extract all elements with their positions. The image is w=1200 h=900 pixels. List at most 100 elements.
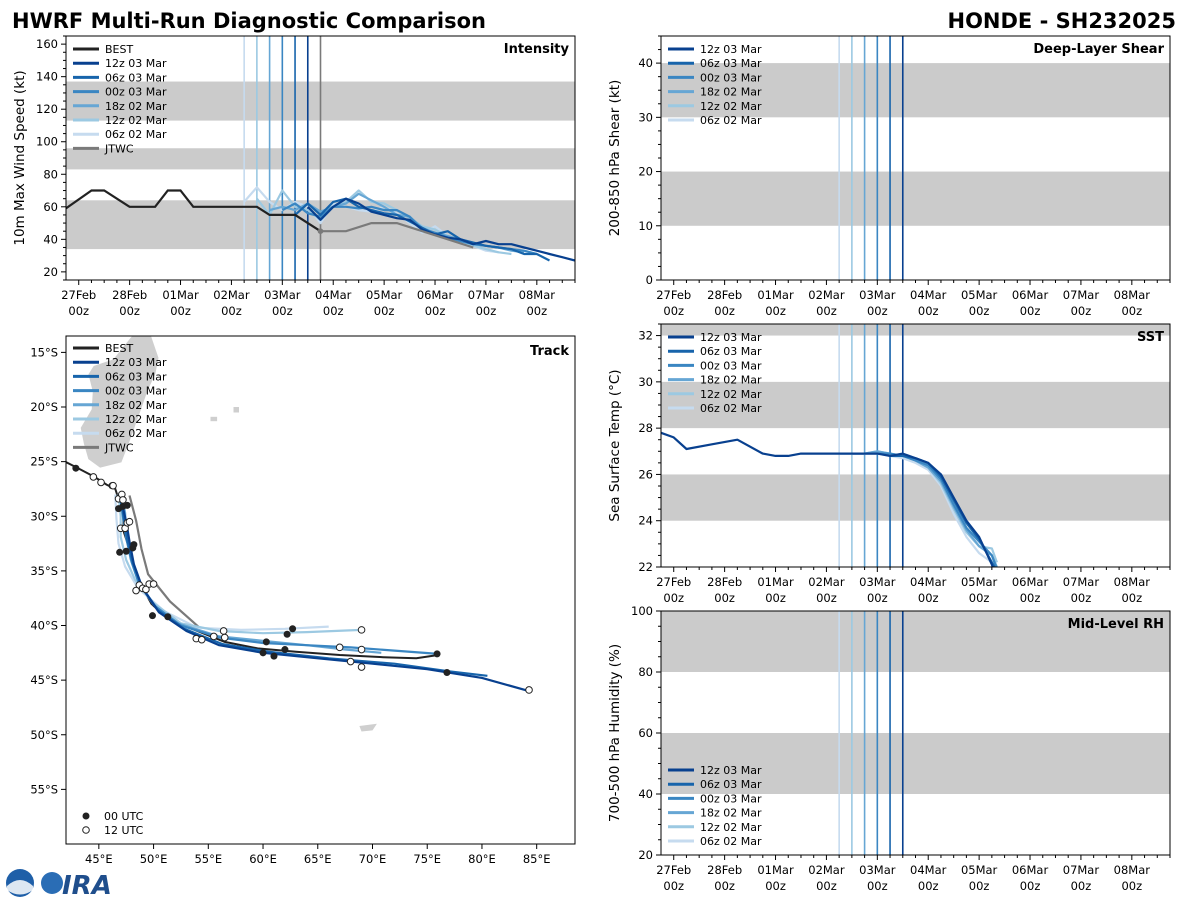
sst-xtick-hour-08mar: 00z — [1121, 591, 1142, 605]
track-xtick-label-60: 60°E — [249, 852, 277, 866]
rh-legend-label-12z-03-mar: 12z 03 Mar — [700, 764, 762, 777]
intensity-xtick-date-08mar: 08Mar — [519, 288, 556, 302]
track-xtick-label-50: 50°E — [140, 852, 168, 866]
track-marker-00z — [164, 613, 172, 621]
intensity-ytick-label-20: 20 — [43, 265, 58, 279]
intensity-xtick-hour-05mar: 00z — [374, 304, 395, 318]
rh-xtick-hour-28feb: 00z — [714, 879, 735, 893]
track-marker-00z — [281, 646, 289, 654]
track-marker-00z — [433, 650, 441, 658]
track-ytick-label-15: 15°S — [30, 345, 58, 359]
track-marker-12z — [346, 657, 355, 666]
track-marker-12z — [357, 626, 366, 634]
intensity-xtick-hour-02mar: 00z — [221, 304, 242, 318]
intensity-panel-title: Intensity — [504, 42, 570, 57]
intensity-legend-label-00z-03-mar: 00z 03 Mar — [105, 86, 167, 99]
intensity-ylabel: 10m Max Wind Speed (kt) — [12, 70, 28, 245]
shear-xtick-hour-06mar: 00z — [1020, 304, 1041, 318]
sst-panel-title: SST — [1137, 330, 1164, 345]
track-series-00z-03-mar — [119, 497, 439, 655]
intensity-xtick-hour-08mar: 00z — [526, 304, 547, 318]
track-marker-00z — [443, 668, 451, 676]
shear-xtick-hour-07mar: 00z — [1071, 304, 1092, 318]
sst-xtick-hour-02mar: 00z — [816, 591, 837, 605]
intensity-xtick-date-03mar: 03Mar — [264, 288, 301, 302]
intensity-xtick-hour-27feb: 00z — [68, 304, 89, 318]
sst-xtick-hour-01mar: 00z — [765, 591, 786, 605]
sst-ytick-label-30: 30 — [638, 375, 653, 389]
track-marker-12z — [142, 585, 150, 594]
shear-xtick-hour-04mar: 00z — [918, 304, 939, 318]
noaa-wave-icon — [7, 880, 33, 895]
track-ytick-label-30: 30°S — [30, 509, 58, 523]
track-marker-12z — [197, 635, 206, 644]
rh-ylabel: 700-500 hPa Humidity (%) — [607, 644, 623, 822]
intensity-xtick-date-05mar: 05Mar — [366, 288, 403, 302]
track-marker-12z — [525, 686, 533, 694]
sst-legend-label-18z-02-mar: 18z 02 Mar — [700, 374, 762, 387]
intensity-xtick-hour-04mar: 00z — [323, 304, 344, 318]
track-marker-12z — [149, 580, 158, 588]
sst-xtick-hour-06mar: 00z — [1020, 591, 1041, 605]
shear-band-1 — [661, 63, 1170, 118]
rh-band-0 — [661, 733, 1170, 794]
rh-ytick-label-80: 80 — [638, 665, 653, 679]
track-marker-12z — [357, 663, 366, 671]
rh-ytick-label-100: 100 — [631, 604, 653, 618]
shear-xtick-date-03mar: 03Mar — [859, 288, 896, 302]
track-legend-label-best: BEST — [105, 342, 133, 355]
shear-legend-label-06z-03-mar: 06z 03 Mar — [700, 57, 762, 70]
track-series-12z-03-mar — [121, 507, 530, 693]
track-marker-00z — [259, 649, 267, 657]
intensity-xtick-hour-03mar: 00z — [272, 304, 293, 318]
track-xtick-label-70: 70°E — [359, 852, 387, 866]
rh-xtick-date-07mar: 07Mar — [1063, 863, 1100, 877]
sst-xtick-date-06mar: 06Mar — [1012, 575, 1049, 589]
track-marker-12z — [335, 643, 344, 652]
shear-ytick-label-30: 30 — [638, 110, 653, 124]
rh-legend-label-00z-03-mar: 00z 03 Mar — [700, 792, 762, 805]
shear-xtick-hour-28feb: 00z — [714, 304, 735, 318]
shear-ytick-label-10: 10 — [638, 219, 653, 233]
sst-xtick-date-05mar: 05Mar — [961, 575, 998, 589]
shear-xtick-date-06mar: 06Mar — [1012, 288, 1049, 302]
intensity-panel: 20 40 60 80 100 120 140 160 27Feb 00z 28Feb 00z 01Ma… — [12, 35, 576, 318]
sst-xtick-hour-03mar: 00z — [867, 591, 888, 605]
shear-legend-label-12z-03-mar: 12z 03 Mar — [700, 43, 762, 56]
intensity-xtick-hour-28feb: 00z — [119, 304, 140, 318]
rh-xtick-hour-07mar: 00z — [1071, 879, 1092, 893]
track-series-12z-02-mar — [117, 494, 362, 635]
track-legend-label-12z-03-mar: 12z 03 Mar — [105, 356, 167, 369]
shear-legend-label-06z-02-mar: 06z 02 Mar — [700, 114, 762, 127]
intensity-ytick-label-120: 120 — [36, 102, 58, 116]
track-ytick-label-50: 50°S — [30, 728, 58, 742]
rh-band-1 — [661, 611, 1170, 672]
cira-wordmark: IRA — [62, 871, 112, 900]
intensity-ytick-label-100: 100 — [36, 135, 58, 149]
intensity-xtick-date-01mar: 01Mar — [162, 288, 199, 302]
mauritius-island — [233, 407, 239, 413]
track-legend-marker-00z — [82, 812, 90, 820]
track-plot-area — [66, 336, 533, 732]
shear-ylabel: 200-850 hPa Shear (kt) — [607, 80, 623, 237]
shear-xtick-hour-01mar: 00z — [765, 304, 786, 318]
track-xtick-label-85: 85°E — [523, 852, 551, 866]
track-marker-12z — [119, 496, 127, 504]
rh-xtick-hour-04mar: 00z — [918, 879, 939, 893]
intensity-plot-area — [66, 36, 575, 280]
track-ytick-label-35: 35°S — [30, 564, 58, 578]
intensity-ytick-label-60: 60 — [43, 200, 58, 214]
track-marker-00z — [72, 464, 80, 472]
rh-xtick-hour-06mar: 00z — [1020, 879, 1041, 893]
cira-logo: IRA — [6, 869, 112, 900]
sst-band-1 — [661, 381, 1170, 429]
sst-band-2 — [661, 324, 1170, 336]
rh-xtick-date-03mar: 03Mar — [859, 863, 896, 877]
sst-xtick-hour-28feb: 00z — [714, 591, 735, 605]
track-legend-label-00z: 00 UTC — [104, 810, 144, 823]
intensity-legend-label-06z-02-mar: 06z 02 Mar — [105, 128, 167, 141]
shear-xtick-hour-27feb: 00z — [663, 304, 684, 318]
track-ytick-label-45: 45°S — [30, 673, 58, 687]
track-ytick-label-40: 40°S — [30, 619, 58, 633]
